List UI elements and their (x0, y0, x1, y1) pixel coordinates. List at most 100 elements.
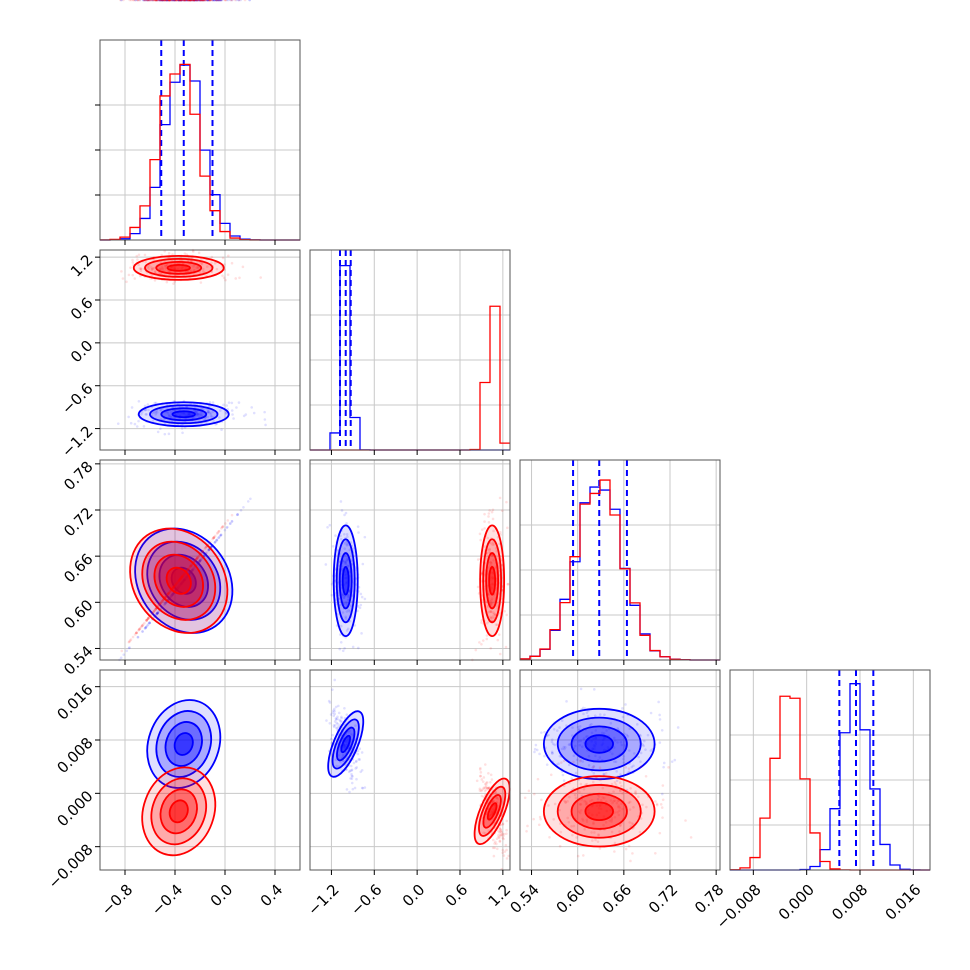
scatter-point-0-1-2 (345, 580, 349, 583)
scatter-point-1-2-3 (579, 809, 583, 812)
scatter-point-1-0-3 (175, 0, 179, 2)
scatter-point-0-0-3 (161, 0, 165, 2)
scatter-point-0-0-3 (216, 0, 219, 2)
scatter-point-0-1-3 (350, 781, 354, 785)
scatter-point-0-2-3 (592, 744, 596, 747)
scatter-point-1-0-2 (127, 640, 131, 644)
scatter-point-0-1-2 (343, 576, 347, 580)
scatter-point-0-1-3 (333, 712, 337, 716)
scatter-point-1-2-3 (619, 824, 622, 827)
scatter-point-1-0-1 (201, 270, 205, 273)
scatter-point-1-0-3 (200, 0, 204, 2)
scatter-point-0-0-3 (192, 0, 195, 2)
scatter-point-0-2-3 (572, 754, 576, 758)
scatter-point-1-0-1 (131, 273, 135, 277)
x-tick-label-3-2: 0.008 (828, 881, 871, 924)
scatter-point-1-1-2 (496, 638, 500, 642)
scatter-point-0-0-3 (227, 0, 230, 2)
contour-series-1-0-1-3 (166, 263, 191, 272)
scatter-point-0-1-2 (357, 531, 360, 534)
scatter-point-0-1-3 (335, 726, 338, 730)
scatter-point-1-1-3 (502, 837, 505, 841)
scatter-point-0-0-2 (191, 568, 195, 571)
scatter-point-0-2-3 (646, 733, 650, 737)
scatter-point-1-0-2 (193, 559, 197, 563)
scatter-point-1-0-1 (138, 267, 142, 270)
scatter-point-1-0-2 (180, 575, 184, 578)
scatter-point-1-0-2 (212, 536, 215, 540)
scatter-point-0-1-2 (353, 624, 357, 627)
scatter-point-0-0-1 (230, 401, 234, 405)
scatter-point-0-1-3 (335, 721, 338, 725)
panel-frame-0-3 (99, 669, 301, 871)
scatter-point-1-0-3 (152, 0, 156, 2)
scatter-point-0-0-3 (194, 0, 198, 2)
scatter-point-1-0-2 (178, 578, 181, 582)
scatter-point-0-1-3 (332, 714, 336, 718)
scatter-point-1-1-3 (499, 830, 502, 834)
scatter-point-0-0-1 (142, 425, 146, 428)
scatter-point-0-1-3 (361, 786, 365, 790)
scatter-point-1-0-3 (204, 0, 207, 2)
scatter-point-1-0-2 (159, 601, 162, 605)
scatter-point-1-0-2 (188, 566, 191, 569)
contour-series-0-1-2-3 (341, 566, 350, 596)
scatter-point-1-0-3 (172, 0, 175, 2)
scatter-point-0-1-2 (345, 576, 349, 579)
scatter-point-1-0-3 (174, 0, 178, 2)
scatter-point-1-2-3 (654, 800, 657, 803)
scatter-point-1-1-2 (490, 553, 494, 557)
scatter-point-0-0-3 (165, 0, 169, 2)
scatter-point-0-0-1 (154, 412, 158, 416)
scatter-point-1-0-3 (173, 0, 177, 2)
scatter-point-0-1-2 (345, 581, 349, 585)
scatter-point-0-0-2 (164, 601, 168, 605)
scatter-point-1-0-3 (136, 0, 140, 2)
scatter-point-0-0-2 (223, 528, 227, 532)
scatter-point-0-2-3 (574, 771, 578, 775)
scatter-point-1-0-1 (152, 266, 156, 270)
scatter-point-0-0-2 (226, 525, 229, 529)
scatter-point-1-1-3 (482, 786, 486, 790)
scatter-point-1-0-3 (146, 0, 150, 2)
scatter-point-1-1-2 (476, 585, 480, 589)
scatter-point-0-0-3 (134, 0, 138, 2)
scatter-point-0-0-2 (179, 582, 183, 586)
scatter-point-1-1-2 (490, 601, 494, 605)
scatter-point-1-0-3 (155, 0, 159, 2)
scatter-point-1-1-3 (495, 837, 499, 841)
scatter-point-1-0-2 (179, 577, 182, 581)
scatter-point-0-0-3 (119, 0, 123, 2)
y-tick-label-3-2: 0.008 (53, 734, 96, 777)
scatter-point-1-1-3 (501, 823, 505, 826)
scatter-point-1-0-2 (147, 616, 150, 620)
scatter-point-0-1-3 (358, 747, 362, 751)
scatter-point-1-2-3 (660, 806, 664, 809)
scatter-point-1-2-3 (527, 789, 531, 793)
scatter-point-1-0-2 (190, 563, 193, 567)
scatter-point-1-2-3 (610, 820, 613, 823)
contour-series-0-1-3-3 (340, 734, 352, 754)
scatter-point-0-1-2 (339, 624, 343, 628)
scatter-point-1-0-2 (151, 611, 155, 614)
scatter-point-0-0-3 (215, 0, 218, 2)
scatter-point-0-2-3 (576, 725, 580, 729)
scatter-point-0-1-2 (359, 592, 363, 596)
scatter-point-0-0-1 (162, 417, 166, 421)
scatter-point-1-0-1 (189, 269, 193, 273)
contour-series-1-0-2-0 (129, 527, 229, 634)
x-tick-label-2-1: 0.60 (553, 881, 589, 917)
scatter-point-0-0-3 (170, 0, 173, 2)
scatter-point-0-0-1 (159, 409, 163, 412)
scatter-point-0-0-2 (191, 568, 194, 572)
scatter-point-0-0-2 (156, 611, 159, 615)
scatter-point-0-0-3 (193, 0, 196, 2)
scatter-point-0-1-3 (335, 764, 338, 768)
scatter-point-1-1-3 (501, 851, 504, 855)
scatter-point-0-1-2 (343, 596, 346, 599)
scatter-point-1-0-2 (166, 592, 170, 596)
scatter-point-1-0-3 (189, 0, 193, 2)
scatter-point-0-0-2 (145, 624, 149, 627)
scatter-point-1-0-3 (175, 0, 179, 2)
scatter-point-1-2-3 (613, 781, 617, 784)
